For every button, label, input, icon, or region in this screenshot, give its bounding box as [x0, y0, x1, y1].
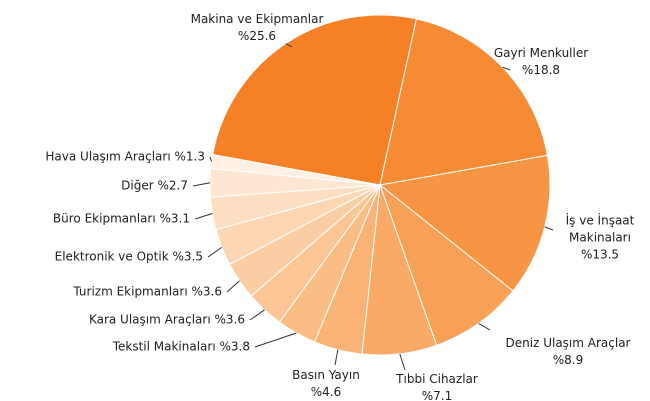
category-label: Deniz Ulaşım Araçlar	[505, 336, 631, 350]
category-label: Hava Ulaşım Araçları	[45, 149, 171, 164]
slice-label: Basın Yayın %4.6	[292, 367, 360, 401]
value-label: %3.1	[159, 211, 191, 226]
slice-label: Hava Ulaşım Araçları %1.3	[45, 149, 205, 166]
slice-label: İş ve İnşaat Makinaları %13.5	[550, 213, 650, 264]
slice-label: Tekstil Makinaları %3.8	[113, 339, 250, 356]
leader-line	[502, 66, 511, 71]
category-label: Diğer	[121, 178, 154, 193]
leader-line	[192, 182, 211, 187]
value-label: %25.6	[237, 29, 277, 43]
leader-line	[209, 156, 213, 162]
slice-label: Büro Ekipmanları %3.1	[53, 211, 190, 228]
slice-label: Turizm Ekipmanları %3.6	[73, 284, 222, 301]
value-label: %7.1	[421, 389, 453, 401]
leader-line	[478, 323, 491, 331]
slice-label: Tıbbi Cihazlar %7.1	[396, 371, 478, 401]
value-label: %3.6	[191, 284, 223, 299]
value-label: %3.6	[214, 312, 246, 327]
category-label: Elektronik ve Optik	[54, 249, 169, 264]
category-label: Büro Ekipmanları	[52, 211, 156, 226]
leader-line	[249, 309, 265, 321]
slice-label: Kara Ulaşım Araçları %3.6	[89, 312, 245, 329]
slice-label: Gayri Menkuller %18.8	[494, 45, 588, 79]
category-label: Tekstil Makinaları	[112, 339, 216, 354]
pie-slice	[378, 154, 551, 292]
slice-label: Deniz Ulaşım Araçlar %8.9	[506, 335, 631, 369]
leader-line	[334, 349, 339, 366]
category-label: Basın Yayın	[292, 368, 360, 382]
value-label: %8.9	[552, 353, 584, 367]
slice-label: Makina ve Ekipmanlar %25.6	[191, 11, 324, 45]
category-label: İş ve İnşaat Makinaları	[565, 213, 635, 245]
value-label: %13.5	[580, 247, 620, 262]
pie-slice	[379, 18, 548, 186]
leader-line	[254, 332, 297, 348]
leader-line	[207, 246, 223, 258]
pie-slice	[378, 183, 514, 346]
leader-line	[544, 226, 554, 231]
category-label: Gayri Menkuller	[493, 46, 589, 60]
leader-line	[194, 213, 213, 220]
leader-line	[399, 353, 406, 371]
value-label: %1.3	[174, 149, 206, 164]
pie-slice	[210, 154, 381, 186]
leader-line	[226, 280, 240, 293]
value-label: %3.5	[172, 249, 204, 264]
slice-label: Diğer %2.7	[121, 178, 188, 195]
category-label: Kara Ulaşım Araçları	[88, 312, 211, 327]
value-label: %4.6	[310, 385, 342, 399]
value-label: %3.8	[219, 339, 251, 354]
value-label: %2.7	[157, 178, 189, 193]
slice-label: Elektronik ve Optik %3.5	[55, 249, 203, 266]
value-label: %18.8	[521, 63, 561, 77]
category-label: Tıbbi Cihazlar	[396, 372, 478, 386]
leader-line	[285, 43, 293, 48]
category-label: Makina ve Ekipmanlar	[190, 12, 324, 26]
category-label: Turizm Ekipmanları	[73, 284, 188, 299]
